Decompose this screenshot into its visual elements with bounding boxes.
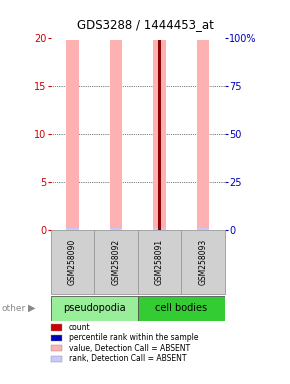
Bar [94,230,138,294]
Text: rank, Detection Call = ABSENT: rank, Detection Call = ABSENT [69,354,186,363]
Text: GSM258093: GSM258093 [198,239,208,285]
Bar [110,40,122,230]
Bar [66,40,79,230]
Bar [110,227,122,230]
Text: cell bodies: cell bodies [155,303,207,313]
Bar [181,230,225,294]
Text: GSM258090: GSM258090 [68,239,77,285]
Bar [138,296,225,321]
Text: percentile rank within the sample: percentile rank within the sample [69,333,199,343]
Text: count: count [69,323,91,332]
Bar [197,227,209,230]
Bar [66,227,79,230]
Bar [138,230,181,294]
Text: GDS3288 / 1444453_at: GDS3288 / 1444453_at [77,18,213,31]
Bar [158,40,161,230]
Text: GSM258092: GSM258092 [111,239,121,285]
Bar [197,40,209,230]
Text: ▶: ▶ [28,303,35,313]
Text: other: other [1,304,26,313]
Bar [153,40,166,230]
Bar [153,227,166,230]
Text: value, Detection Call = ABSENT: value, Detection Call = ABSENT [69,344,190,353]
Bar [51,296,138,321]
Text: pseudopodia: pseudopodia [63,303,126,313]
Text: GSM258091: GSM258091 [155,239,164,285]
Bar [51,230,94,294]
